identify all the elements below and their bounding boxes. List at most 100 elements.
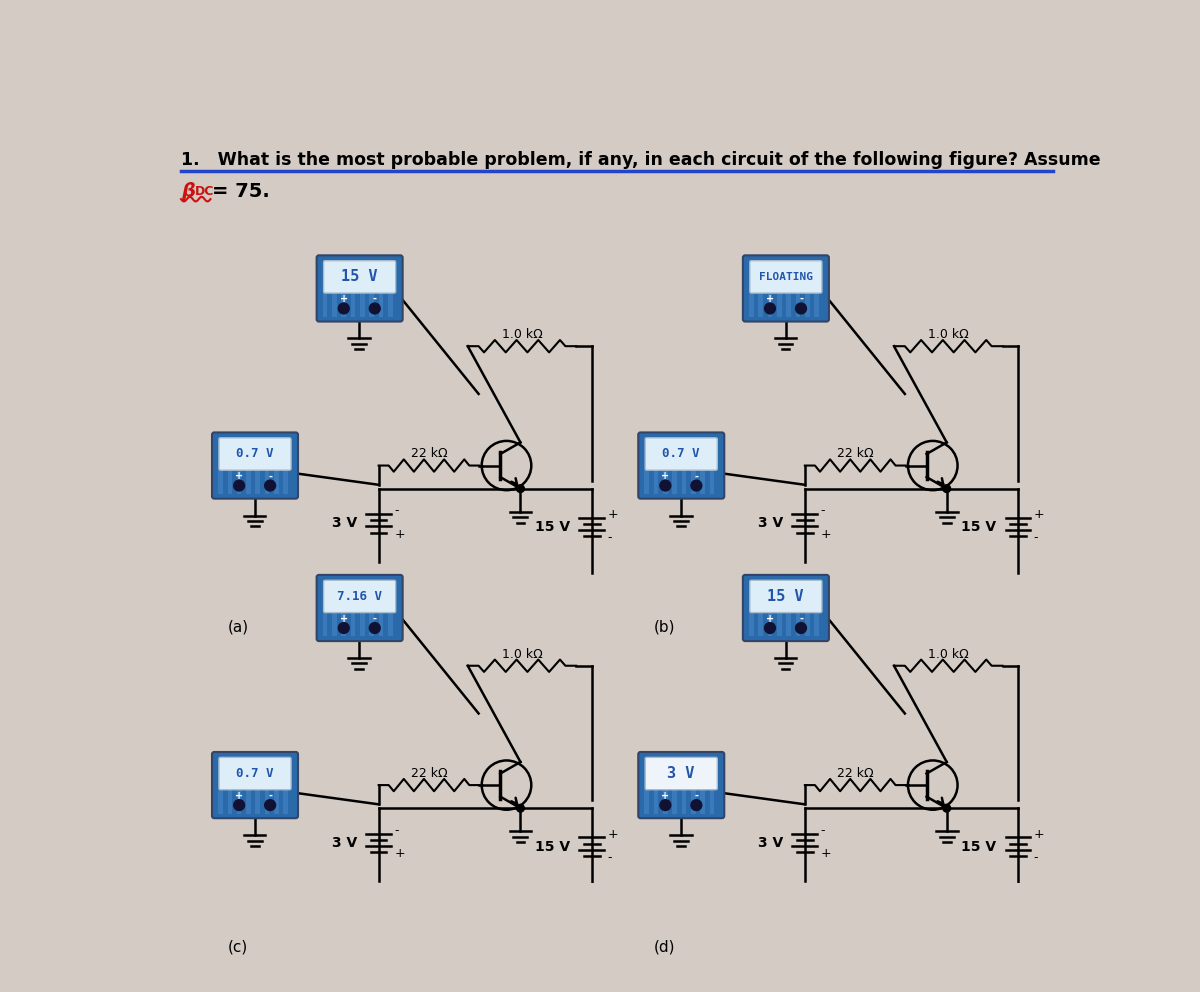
Bar	[256, 757, 260, 813]
Circle shape	[943, 485, 950, 492]
FancyBboxPatch shape	[743, 575, 829, 641]
Bar	[796, 579, 800, 637]
Bar	[796, 260, 800, 316]
Text: DC: DC	[194, 186, 215, 198]
Bar	[786, 579, 791, 637]
Text: +: +	[235, 791, 244, 801]
Bar	[360, 579, 365, 637]
Bar	[644, 757, 649, 813]
Bar	[682, 757, 686, 813]
Text: -: -	[799, 295, 803, 305]
Bar	[814, 260, 818, 316]
Bar	[768, 579, 773, 637]
Text: +: +	[394, 528, 404, 541]
Bar	[776, 260, 781, 316]
Text: 15 V: 15 V	[767, 589, 804, 604]
Bar	[786, 260, 791, 316]
Text: 3 V: 3 V	[758, 836, 784, 850]
Bar	[379, 579, 383, 637]
Text: 22 kΩ: 22 kΩ	[410, 767, 448, 780]
Text: +: +	[821, 847, 830, 860]
Bar	[283, 757, 288, 813]
Circle shape	[691, 800, 702, 810]
Text: (b): (b)	[654, 620, 676, 635]
Text: -: -	[1033, 532, 1038, 545]
Text: +: +	[1033, 508, 1044, 522]
Circle shape	[338, 304, 349, 313]
Bar	[236, 757, 241, 813]
Text: 3 V: 3 V	[331, 836, 356, 850]
Circle shape	[660, 800, 671, 810]
Text: 15 V: 15 V	[341, 270, 378, 285]
Bar	[682, 437, 686, 494]
FancyBboxPatch shape	[646, 437, 718, 470]
Bar	[672, 757, 677, 813]
FancyBboxPatch shape	[750, 261, 822, 293]
Text: 0.7 V: 0.7 V	[236, 767, 274, 780]
Circle shape	[234, 800, 245, 810]
Text: 22 kΩ: 22 kΩ	[836, 767, 874, 780]
Text: -: -	[373, 614, 377, 624]
Bar	[691, 757, 696, 813]
Text: -: -	[821, 505, 824, 518]
Text: 1.0 kΩ: 1.0 kΩ	[928, 648, 968, 661]
FancyBboxPatch shape	[750, 580, 822, 613]
Text: 1.   What is the most probable problem, if any, in each circuit of the following: 1. What is the most probable problem, if…	[181, 152, 1100, 170]
Text: 22 kΩ: 22 kΩ	[836, 447, 874, 460]
Text: -: -	[607, 851, 612, 864]
Circle shape	[370, 623, 380, 634]
Text: (a): (a)	[228, 620, 248, 635]
Circle shape	[691, 480, 702, 491]
Circle shape	[764, 304, 775, 313]
Text: -: -	[821, 824, 824, 837]
Bar	[265, 757, 269, 813]
Circle shape	[660, 480, 671, 491]
Bar	[672, 437, 677, 494]
Text: -: -	[373, 295, 377, 305]
Bar	[749, 260, 754, 316]
Bar	[768, 260, 773, 316]
Circle shape	[943, 805, 950, 812]
Bar	[332, 579, 337, 637]
Text: 15 V: 15 V	[535, 839, 570, 854]
Text: +: +	[661, 791, 670, 801]
Bar	[388, 579, 392, 637]
Text: +: +	[821, 528, 830, 541]
Bar	[218, 437, 223, 494]
Text: 3 V: 3 V	[667, 766, 695, 781]
Text: -: -	[1033, 851, 1038, 864]
Circle shape	[796, 304, 806, 313]
Text: 1.0 kΩ: 1.0 kΩ	[502, 328, 542, 341]
Circle shape	[796, 623, 806, 634]
Circle shape	[516, 485, 524, 492]
Bar	[370, 579, 374, 637]
Text: -: -	[695, 791, 698, 801]
Bar	[350, 579, 355, 637]
Bar	[218, 757, 223, 813]
Circle shape	[265, 800, 276, 810]
Text: -: -	[799, 614, 803, 624]
Bar	[360, 260, 365, 316]
Bar	[323, 579, 328, 637]
Circle shape	[234, 480, 245, 491]
Text: +: +	[235, 471, 244, 481]
Text: 15 V: 15 V	[961, 839, 996, 854]
Text: -: -	[607, 532, 612, 545]
Text: +: +	[766, 295, 774, 305]
Text: +: +	[340, 295, 348, 305]
Bar	[370, 260, 374, 316]
Bar	[654, 757, 659, 813]
Bar	[350, 260, 355, 316]
Circle shape	[265, 480, 276, 491]
Bar	[701, 437, 704, 494]
Text: +: +	[394, 847, 404, 860]
Text: -: -	[268, 791, 272, 801]
Text: 15 V: 15 V	[961, 520, 996, 534]
Text: FLOATING: FLOATING	[758, 272, 812, 282]
Text: 1.0 kΩ: 1.0 kΩ	[502, 648, 542, 661]
Text: +: +	[766, 614, 774, 624]
Text: (c): (c)	[228, 939, 247, 954]
Bar	[342, 260, 346, 316]
Bar	[228, 757, 232, 813]
Bar	[323, 260, 328, 316]
